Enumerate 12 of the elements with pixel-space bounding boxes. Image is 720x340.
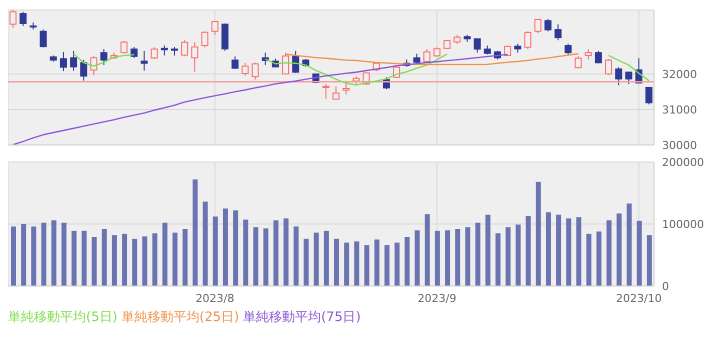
y-tick-label: 100000 (662, 218, 704, 231)
text: 単純移動平均(75日) (243, 309, 361, 326)
y-tick-label: 31000 (662, 103, 697, 116)
text: 単純移動平均(5日) (8, 309, 118, 326)
x-tick-label: 2023/8 (196, 292, 234, 305)
y-tick-label: 30000 (662, 138, 697, 152)
x-tick-label: 2023/10 (616, 292, 662, 305)
x-tick-label: 2023/9 (418, 292, 456, 305)
y-tick-label: 200000 (662, 156, 704, 169)
y-tick-label: 32000 (662, 68, 697, 81)
y-tick-label: 0 (662, 280, 669, 293)
text: 単純移動平均(25日) (121, 309, 240, 326)
